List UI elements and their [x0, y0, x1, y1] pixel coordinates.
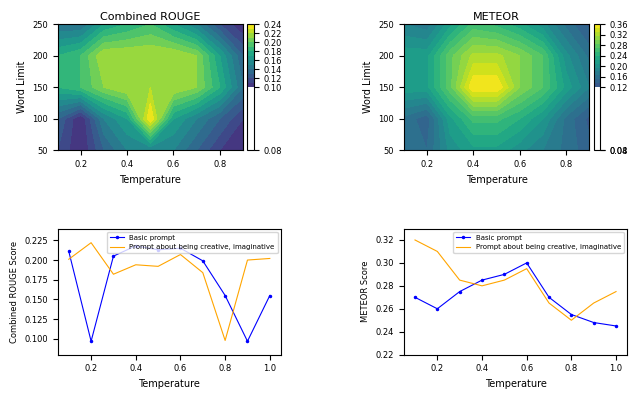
X-axis label: Temperature: Temperature: [120, 174, 181, 185]
Prompt about being creative, imaginative: [590, 301, 598, 305]
X-axis label: Temperature: Temperature: [465, 174, 527, 185]
Prompt about being creative, imaginative: [154, 264, 162, 269]
Basic prompt: [244, 339, 252, 344]
Prompt about being creative, imaginative: [177, 252, 184, 257]
Basic prompt: [500, 272, 508, 277]
Line: Basic prompt: Basic prompt: [67, 244, 272, 343]
Basic prompt: [411, 295, 419, 300]
Prompt about being creative, imaginative: [545, 301, 553, 305]
Title: Combined ROUGE: Combined ROUGE: [100, 12, 200, 22]
Y-axis label: Word Limit: Word Limit: [363, 61, 372, 113]
Prompt about being creative, imaginative: [568, 318, 575, 323]
Basic prompt: [456, 289, 463, 294]
Prompt about being creative, imaginative: [109, 272, 117, 276]
Basic prompt: [65, 249, 72, 254]
Basic prompt: [266, 293, 274, 298]
Basic prompt: [87, 339, 95, 344]
Line: Prompt about being creative, imaginative: Prompt about being creative, imaginative: [68, 243, 270, 341]
Basic prompt: [523, 260, 531, 265]
Prompt about being creative, imaginative: [433, 249, 441, 254]
Prompt about being creative, imaginative: [478, 283, 486, 288]
Prompt about being creative, imaginative: [456, 278, 463, 283]
X-axis label: Temperature: Temperature: [484, 379, 547, 389]
Basic prompt: [545, 295, 553, 300]
Basic prompt: [177, 246, 184, 251]
Legend: Basic prompt, Prompt about being creative, imaginative: Basic prompt, Prompt about being creativ…: [108, 232, 278, 253]
Basic prompt: [132, 243, 140, 248]
X-axis label: Temperature: Temperature: [138, 379, 200, 389]
Legend: Basic prompt, Prompt about being creative, imaginative: Basic prompt, Prompt about being creativ…: [454, 232, 624, 253]
Basic prompt: [221, 293, 229, 298]
Basic prompt: [199, 258, 207, 263]
Prompt about being creative, imaginative: [87, 240, 95, 245]
Prompt about being creative, imaginative: [612, 289, 620, 294]
Prompt about being creative, imaginative: [65, 257, 72, 262]
Prompt about being creative, imaginative: [411, 237, 419, 242]
Line: Prompt about being creative, imaginative: Prompt about being creative, imaginative: [415, 240, 616, 320]
Line: Basic prompt: Basic prompt: [413, 261, 618, 328]
Prompt about being creative, imaginative: [266, 256, 274, 261]
Y-axis label: Word Limit: Word Limit: [17, 61, 27, 113]
Prompt about being creative, imaginative: [523, 266, 531, 271]
Basic prompt: [612, 324, 620, 328]
Y-axis label: Combined ROUGE Score: Combined ROUGE Score: [10, 241, 19, 343]
Basic prompt: [478, 278, 486, 283]
Prompt about being creative, imaginative: [500, 278, 508, 283]
Basic prompt: [154, 247, 162, 252]
Y-axis label: METEOR Score: METEOR Score: [361, 261, 370, 322]
Title: METEOR: METEOR: [473, 12, 520, 22]
Basic prompt: [433, 306, 441, 311]
Basic prompt: [109, 253, 117, 258]
Basic prompt: [590, 320, 598, 325]
Basic prompt: [568, 312, 575, 317]
Prompt about being creative, imaginative: [244, 258, 252, 262]
Prompt about being creative, imaginative: [199, 270, 207, 275]
Prompt about being creative, imaginative: [221, 338, 229, 343]
Prompt about being creative, imaginative: [132, 262, 140, 267]
